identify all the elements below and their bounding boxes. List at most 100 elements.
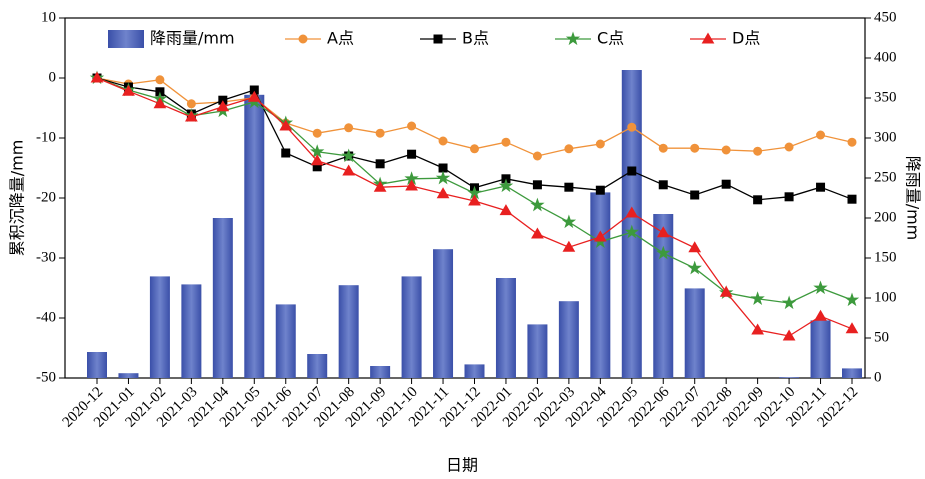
bar xyxy=(275,304,296,378)
legend-swatch xyxy=(108,30,144,48)
marker xyxy=(627,122,637,132)
bar xyxy=(401,276,422,378)
marker xyxy=(438,163,448,173)
legend-label: A点 xyxy=(327,29,354,48)
marker xyxy=(405,179,418,191)
line xyxy=(96,77,853,201)
bar xyxy=(464,364,485,378)
marker xyxy=(407,121,417,131)
legend-label: D点 xyxy=(732,29,760,48)
marker xyxy=(719,285,733,297)
marker xyxy=(845,322,859,334)
bar xyxy=(527,324,548,378)
marker xyxy=(499,204,513,216)
y-tick-label: -30 xyxy=(36,249,56,265)
marker xyxy=(344,123,354,133)
marker xyxy=(342,164,356,176)
marker xyxy=(814,309,827,321)
line xyxy=(96,77,853,337)
marker xyxy=(816,130,826,140)
bar xyxy=(212,218,233,378)
marker xyxy=(153,97,167,109)
marker xyxy=(782,329,796,341)
bar xyxy=(590,192,611,378)
marker xyxy=(655,245,671,260)
y2-tick-label: 50 xyxy=(874,329,889,345)
y2-tick-label: 450 xyxy=(874,9,897,25)
bar xyxy=(87,352,107,378)
marker xyxy=(721,179,731,189)
legend-label: C点 xyxy=(597,29,624,48)
bar xyxy=(779,377,800,378)
marker xyxy=(531,227,544,239)
y-tick-label: 0 xyxy=(49,69,57,85)
marker xyxy=(310,154,324,166)
bar xyxy=(842,368,862,378)
marker xyxy=(753,195,763,205)
marker xyxy=(433,34,443,44)
marker xyxy=(122,84,135,96)
marker xyxy=(701,32,715,44)
bar xyxy=(244,94,265,379)
bar xyxy=(370,366,391,378)
bar xyxy=(495,278,516,378)
y2-tick-label: 250 xyxy=(874,169,897,185)
marker xyxy=(687,260,702,275)
marker xyxy=(470,144,479,154)
marker xyxy=(564,182,574,192)
marker xyxy=(750,291,765,305)
y2-tick-label: 300 xyxy=(874,129,897,145)
marker xyxy=(186,99,196,109)
y-tick-label: -40 xyxy=(36,309,56,325)
y2-tick-label: 350 xyxy=(874,89,897,105)
marker xyxy=(595,139,605,149)
marker xyxy=(436,187,450,199)
bar xyxy=(338,285,359,378)
marker xyxy=(90,71,104,83)
bar xyxy=(558,301,579,378)
marker xyxy=(247,90,261,102)
y2-tick-label: 100 xyxy=(874,289,897,305)
marker xyxy=(658,180,668,190)
marker xyxy=(216,100,230,112)
marker xyxy=(532,151,542,161)
marker xyxy=(312,128,322,138)
marker xyxy=(656,226,670,238)
marker xyxy=(564,144,574,154)
y2-tick-label: 400 xyxy=(874,49,897,65)
y2-axis-title: 降雨量/mm xyxy=(904,156,923,241)
bar xyxy=(621,70,642,378)
bar xyxy=(307,354,328,378)
marker xyxy=(375,159,385,169)
y-tick-label: -20 xyxy=(36,189,56,205)
marker xyxy=(530,197,545,212)
marker xyxy=(813,280,828,295)
marker xyxy=(375,128,385,138)
marker xyxy=(688,241,702,253)
bar xyxy=(118,373,139,378)
marker xyxy=(438,136,448,146)
marker xyxy=(595,185,605,195)
bar xyxy=(433,249,454,378)
marker xyxy=(781,295,797,310)
y2-tick-label: 200 xyxy=(874,209,897,225)
legend-label: B点 xyxy=(462,29,489,48)
marker xyxy=(784,192,794,202)
marker xyxy=(625,206,639,218)
y-tick-label: 10 xyxy=(41,9,56,25)
y-tick-label: -50 xyxy=(36,369,56,385)
marker xyxy=(407,149,417,159)
marker xyxy=(753,146,763,156)
marker xyxy=(435,170,451,185)
bar xyxy=(653,214,674,378)
marker xyxy=(593,230,607,242)
bar xyxy=(810,320,831,378)
marker xyxy=(751,323,764,335)
marker xyxy=(155,75,165,85)
marker xyxy=(310,144,325,158)
bar xyxy=(149,276,170,378)
marker xyxy=(468,194,481,206)
marker xyxy=(690,190,700,200)
marker xyxy=(658,143,668,153)
